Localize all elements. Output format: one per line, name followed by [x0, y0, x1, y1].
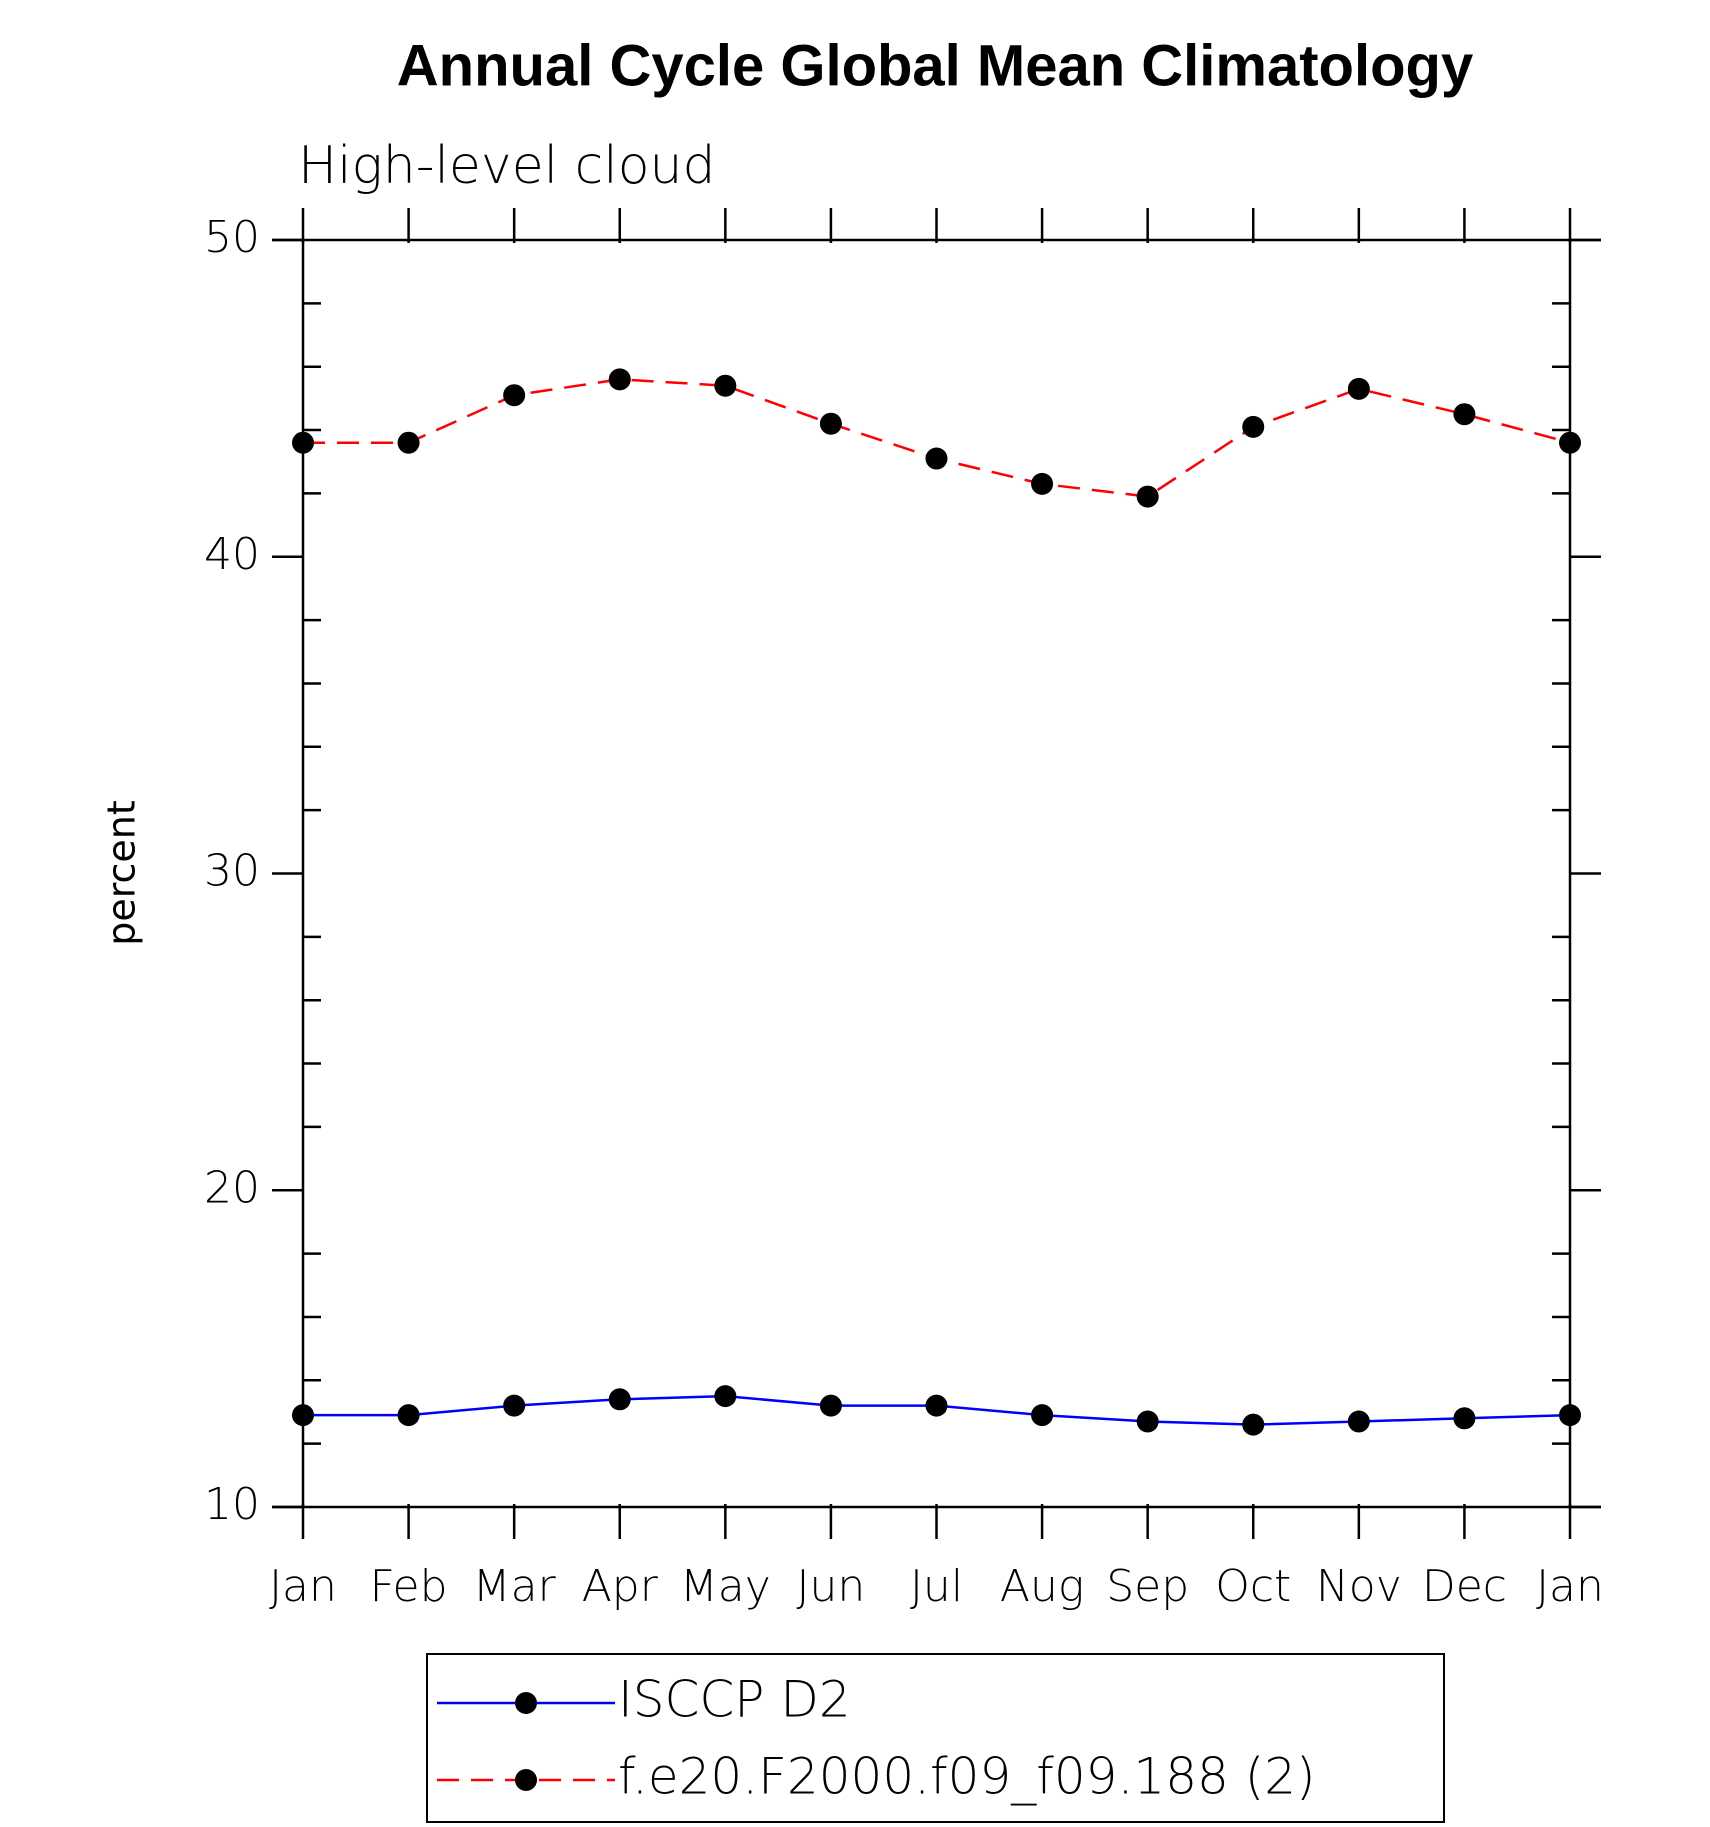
- data-point: [1347, 377, 1370, 400]
- x-tick-label: Apr: [582, 1561, 659, 1612]
- data-point: [1559, 1404, 1581, 1427]
- legend-label: f.e20.F2000.f09_f09.188 (2): [618, 1748, 1316, 1806]
- x-tick-label: Aug: [1000, 1561, 1084, 1612]
- series-line: [303, 378, 1571, 498]
- x-tick-label: Jun: [797, 1561, 866, 1612]
- data-point: [1136, 1410, 1159, 1433]
- data-point: [1559, 431, 1581, 454]
- legend-box: [426, 1653, 1445, 1823]
- y-tick-label: 50: [204, 212, 260, 263]
- data-point: [925, 447, 948, 470]
- data-point: [925, 1394, 948, 1417]
- x-tick-label: Sep: [1106, 1561, 1189, 1612]
- x-tick-label: Oct: [1215, 1561, 1291, 1612]
- data-point: [397, 1404, 420, 1427]
- data-point: [503, 384, 526, 407]
- data-point: [1242, 1413, 1265, 1436]
- x-tick-label: May: [680, 1561, 771, 1612]
- data-point: [1453, 1407, 1476, 1430]
- y-tick-label: 40: [204, 529, 260, 580]
- data-point: [608, 1388, 631, 1411]
- chart-subtitle: High-level cloud: [298, 136, 715, 196]
- data-point: [819, 412, 842, 435]
- data-point: [292, 431, 314, 454]
- x-tick-label: Jan: [1536, 1561, 1604, 1612]
- legend-marker: [515, 1769, 537, 1791]
- data-point: [1031, 472, 1054, 495]
- legend-marker: [515, 1692, 537, 1714]
- data-point: [1347, 1410, 1370, 1433]
- chart-title: Annual Cycle Global Mean Climatology: [397, 33, 1473, 98]
- legend-label: ISCCP D2: [618, 1671, 851, 1729]
- data-point: [1136, 485, 1159, 508]
- x-tick-label: Jan: [269, 1561, 337, 1612]
- data-point: [608, 368, 631, 391]
- data-point: [714, 374, 737, 397]
- data-point: [292, 1404, 314, 1427]
- data-point: [714, 1385, 737, 1408]
- y-tick-label: 30: [204, 846, 260, 897]
- data-point: [1242, 415, 1265, 438]
- data-point: [397, 431, 420, 454]
- x-tick-label: Dec: [1422, 1561, 1507, 1612]
- data-point: [819, 1394, 842, 1417]
- y-axis-label: percent: [100, 800, 144, 946]
- y-tick-label: 10: [204, 1479, 260, 1530]
- x-tick-label: Mar: [473, 1561, 557, 1612]
- x-tick-label: Feb: [370, 1561, 448, 1612]
- data-point: [1453, 403, 1476, 426]
- data-point: [503, 1394, 526, 1417]
- x-tick-label: Jul: [910, 1561, 963, 1612]
- y-tick-label: 20: [204, 1162, 260, 1213]
- data-point: [1031, 1404, 1054, 1427]
- x-tick-label: Nov: [1316, 1561, 1402, 1612]
